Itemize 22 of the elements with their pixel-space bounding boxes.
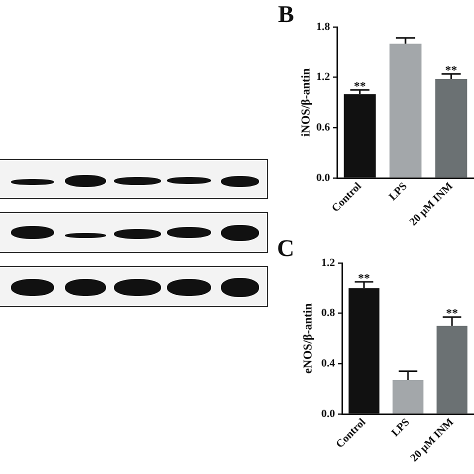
- annotation: **: [354, 78, 366, 93]
- y-tick-label: 1.8: [316, 20, 330, 33]
- y-tick-label: 1.2: [316, 71, 330, 84]
- bar: [390, 44, 422, 178]
- y-axis-title: iNOS/β-antin: [298, 68, 312, 137]
- annotation: **: [358, 270, 370, 285]
- y-tick-label: 1.2: [321, 256, 336, 269]
- bar: [436, 326, 468, 414]
- x-tick-label: LPS: [386, 180, 410, 204]
- y-tick-label: 0.8: [321, 307, 336, 320]
- chart-title: C: [277, 236, 294, 262]
- y-tick-label: 0.6: [316, 122, 330, 134]
- y-axis-title: eNOS/β-antin: [300, 303, 314, 374]
- chart-title: B: [278, 2, 294, 28]
- bar: [392, 380, 424, 414]
- y-tick-label: 0.0: [321, 408, 336, 420]
- y-tick-label: 0.4: [321, 358, 336, 370]
- annotation: **: [446, 306, 458, 320]
- annotation: **: [445, 62, 458, 77]
- y-tick-label: 0.0: [316, 172, 330, 184]
- x-tick-label: LPS: [389, 416, 412, 440]
- bar: [435, 79, 468, 178]
